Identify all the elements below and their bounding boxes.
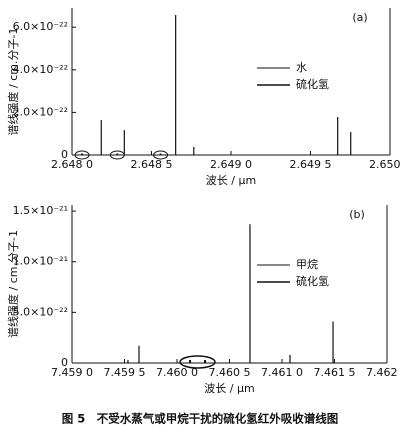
x-tick-label: 2.649 0 <box>210 158 252 171</box>
y-axis-label: 谱线强度 / cm.分子-1 <box>6 230 20 338</box>
highlight <box>179 355 216 369</box>
y-tick-label: 5.0×10⁻²² <box>13 305 68 318</box>
panel-label: (b) <box>349 208 365 221</box>
y-tick-label: 6.0×10⁻²² <box>13 20 68 33</box>
panel-label: (a) <box>352 11 367 24</box>
x-tick-label: 7.460 5 <box>209 366 251 379</box>
x-tick-label: 7.461 0 <box>261 366 303 379</box>
y-tick-label: 1.5×10⁻²¹ <box>13 204 68 217</box>
x-tick-label: 7.461 5 <box>314 366 356 379</box>
highlight <box>153 150 169 160</box>
x-tick-label: 2.650 0 <box>369 158 400 171</box>
legend-label: 水 <box>296 61 307 74</box>
x-tick-label: 7.459 5 <box>104 366 146 379</box>
x-tick-label: 7.462 0 <box>366 366 400 379</box>
y-tick-label: 4.0×10⁻²² <box>13 63 68 76</box>
legend-label: 硫化氢 <box>296 77 329 91</box>
highlight <box>74 150 90 160</box>
x-axis-label: 波长 / μm <box>204 382 254 395</box>
y-tick-label: 0 <box>61 148 68 161</box>
x-tick-label: 7.459 0 <box>51 366 93 379</box>
legend-label: 硫化氢 <box>296 274 329 288</box>
legend-label: 甲烷 <box>296 257 318 271</box>
x-axis-label: 波长 / μm <box>206 174 256 187</box>
y-tick-label: 2.0×10⁻²² <box>13 105 68 118</box>
x-tick-label: 2.649 5 <box>290 158 332 171</box>
caption: 图 5 不受水蒸气或甲烷干扰的硫化氢红外吸收谱线图 <box>62 412 339 426</box>
x-tick-label: 2.648 0 <box>51 158 93 171</box>
x-tick-label: 2.648 5 <box>131 158 173 171</box>
y-tick-label: 0 <box>61 356 68 369</box>
y-axis-label: 谱线强度 / cm.分子-1 <box>6 28 20 136</box>
x-tick-label: 7.460 0 <box>156 366 198 379</box>
y-tick-label: 1.0×10⁻²¹ <box>13 255 68 268</box>
highlight <box>109 150 125 160</box>
